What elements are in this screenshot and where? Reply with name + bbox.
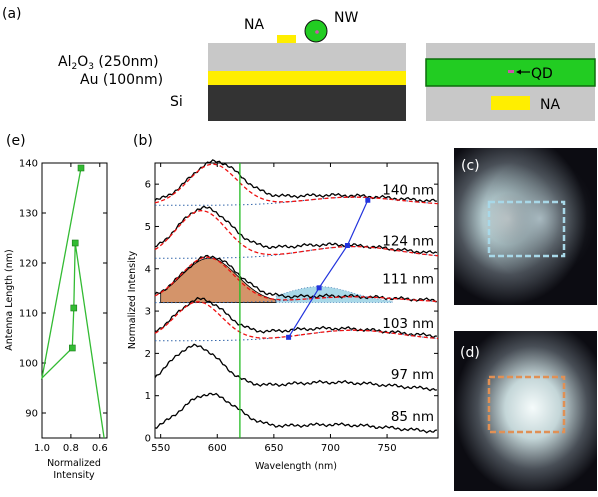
chart-e-ytick-label: 90 (25, 409, 38, 420)
chart-e-ticks: 90 100 110 120 130 140 1.0 0.8 0.6 (19, 159, 108, 455)
image-c-dashed-box (487, 200, 566, 258)
chart-b-shade-orange (160, 257, 277, 304)
schematic-left: NA NW (208, 10, 406, 121)
chart-b-series-label: 97 nm (391, 367, 434, 383)
qd-arrowhead (516, 69, 521, 75)
na-label: NA (244, 17, 264, 33)
chart-e-ytick-label: 110 (19, 309, 38, 320)
chart-b-ytick-label: 5 (145, 222, 151, 233)
chart-b-fit-1 (154, 210, 439, 257)
schematic-layer-labels: Al2O3 (250nm) Au (100nm) Si (58, 54, 183, 110)
chart-b-ytick-label: 6 (145, 180, 151, 191)
chart-e-marker (71, 239, 79, 247)
chart-b-series-3 (154, 296, 437, 339)
quantum-dot (315, 30, 319, 34)
au-layer (208, 71, 406, 85)
quantum-dot-cross-section (508, 70, 514, 73)
chart-b: 0 1 2 3 4 5 6 550 600 650 700 750 140 nm 124 nm 111 n… (127, 159, 439, 472)
panel-label-a: (a) (2, 6, 22, 22)
chart-b-fit-2 (154, 256, 439, 303)
chart-b-series-4 (154, 343, 437, 392)
chart-b-series-label: 140 nm (382, 183, 434, 199)
qd-label: QD (531, 66, 553, 82)
chart-b-ylabel: Normalized Intensity (127, 251, 138, 350)
chart-b-baseline-3 (155, 329, 439, 342)
chart-b-fit-0 (154, 163, 439, 205)
chart-b-series-label: 103 nm (382, 316, 434, 332)
nanoantenna-cross-section (491, 96, 530, 110)
chart-e-ytick-label: 130 (19, 209, 38, 220)
chart-b-ytick-label: 0 (145, 434, 151, 445)
panel-label-d: (d) (460, 345, 480, 361)
chart-b-xtick-label: 700 (321, 443, 340, 454)
al2o3-label: Al2O3 (250nm) (58, 54, 159, 72)
si-label: Si (170, 94, 183, 110)
chart-e-xlabel-line2: Intensity (53, 470, 95, 481)
chart-b-ytick-label: 2 (145, 349, 151, 360)
panel-label-b: (b) (133, 133, 153, 149)
chart-b-ytick-label: 1 (145, 391, 151, 402)
image-d: (d) (454, 331, 597, 491)
chart-e-series (40, 164, 105, 439)
chart-b-series-1 (154, 205, 438, 255)
chart-b-xlabel: Wavelength (nm) (255, 461, 337, 472)
chart-b-series-labels: 140 nm 124 nm 111 nm 103 nm 97 nm 85 nm (382, 183, 434, 425)
chart-e-line (40, 167, 105, 439)
nw-label: NW (334, 10, 358, 26)
chart-b-series-label: 111 nm (382, 272, 434, 288)
chart-b-trend-marker (286, 334, 292, 340)
chart-b-trend-marker (316, 285, 322, 291)
chart-e-frame (41, 162, 108, 439)
chart-b-series-label: 85 nm (391, 409, 434, 425)
chart-b-series-5 (154, 392, 438, 434)
image-d-dashed-box (487, 375, 566, 434)
chart-e: 90 100 110 120 130 140 1.0 0.8 0.6 Antenna Lengt… (4, 159, 108, 482)
image-d-background (454, 331, 597, 491)
chart-b-xtick-label: 750 (378, 443, 397, 454)
schematic-right: QD NA (425, 43, 596, 121)
panel-label-c: (c) (461, 158, 480, 174)
chart-e-xtick-label: 0.8 (63, 443, 79, 454)
chart-b-trend-marker (344, 243, 350, 248)
chart-e-marker (77, 164, 85, 172)
chart-b-fit-3 (154, 301, 439, 340)
image-c-glow (454, 148, 597, 305)
chart-b-xtick-label: 600 (208, 443, 227, 454)
chart-e-ytick-label: 100 (19, 359, 38, 370)
chart-b-xtick-label: 650 (264, 443, 283, 454)
chart-b-trend-line (288, 199, 369, 338)
si-layer (208, 85, 406, 121)
chart-e-ytick-label: 140 (19, 159, 38, 170)
image-c: (c) (454, 148, 597, 305)
chart-b-xtick-label: 550 (151, 443, 170, 454)
chart-b-trend-marker (365, 197, 371, 203)
chart-b-ytick-label: 4 (145, 264, 151, 275)
panel-label-e: (e) (6, 133, 26, 149)
chart-e-marker (69, 344, 76, 352)
chart-b-series-label: 124 nm (382, 234, 434, 250)
chart-e-ytick-label: 120 (19, 259, 38, 270)
chart-e-ylabel: Antenna Length (nm) (4, 249, 15, 350)
chart-b-peak-trend (286, 197, 371, 340)
chart-b-ticks: 0 1 2 3 4 5 6 550 600 650 700 750 (145, 163, 438, 454)
chart-b-ytick-label: 3 (145, 307, 151, 318)
chart-e-xlabel-line1: Normalized (47, 458, 101, 469)
na-cross-label: NA (540, 97, 560, 113)
chart-b-series (154, 159, 439, 438)
nanowire-cross-section (425, 58, 596, 87)
nanoantenna (277, 35, 296, 43)
chart-e-marker (70, 304, 78, 312)
chart-e-xtick-label: 0.6 (92, 443, 108, 454)
chart-e-xtick-label: 1.0 (34, 443, 50, 454)
au-label: Au (100nm) (80, 72, 163, 88)
al2o3-layer (208, 43, 406, 71)
